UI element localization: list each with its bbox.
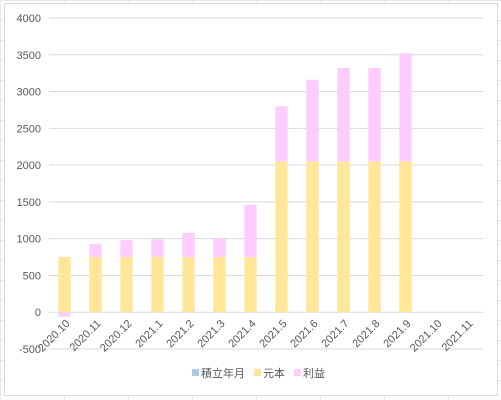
bar-segment bbox=[58, 257, 71, 313]
bar-segment bbox=[120, 240, 133, 258]
x-tick-label: 2021.11 bbox=[440, 318, 476, 354]
bar-segment bbox=[213, 257, 226, 313]
legend-swatch bbox=[294, 369, 301, 376]
chart-area[interactable]: -500 0 500 1000 1500 2000 2500 3000 3500 4000 202… bbox=[4, 3, 498, 396]
x-tick-label: 2021.5 bbox=[257, 318, 289, 350]
bar-segment bbox=[306, 79, 319, 162]
legend-swatch bbox=[254, 369, 261, 376]
x-tick-label: 2021.7 bbox=[319, 318, 351, 350]
y-tick-label: 4000 bbox=[17, 13, 41, 25]
x-tick-label: 2020.11 bbox=[68, 318, 104, 354]
y-tick-label: 2500 bbox=[17, 123, 41, 135]
y-axis-tick-labels: -500 0 500 1000 1500 2000 2500 3000 3500 4000 bbox=[17, 13, 41, 356]
y-tick-label: 1000 bbox=[17, 234, 41, 246]
x-tick-label: 2021.1 bbox=[133, 318, 165, 350]
bar-segment bbox=[89, 243, 102, 258]
bar-segment bbox=[275, 106, 288, 162]
legend-label: 利益 bbox=[303, 366, 325, 380]
x-tick-label: 2021.8 bbox=[350, 318, 382, 350]
y-tick-label: 1500 bbox=[17, 197, 41, 209]
x-tick-label: 2021.2 bbox=[164, 318, 196, 350]
x-tick-label: 2021.3 bbox=[195, 318, 227, 350]
y-tick-label: 0 bbox=[35, 307, 41, 319]
bars bbox=[58, 53, 412, 317]
bar-segment bbox=[151, 239, 164, 258]
bar-segment bbox=[337, 161, 350, 313]
bar-segment bbox=[244, 204, 257, 258]
legend[interactable]: 積立年月 元本 利益 bbox=[192, 366, 325, 380]
y-tick-label: 3000 bbox=[17, 87, 41, 99]
bar-segment bbox=[244, 257, 257, 313]
bar-segment bbox=[151, 257, 164, 313]
bar-segment bbox=[399, 161, 412, 313]
gridlines bbox=[49, 17, 483, 350]
y-tick-label: 3500 bbox=[17, 50, 41, 62]
bar-segment bbox=[399, 53, 412, 162]
bar-segment bbox=[58, 312, 71, 317]
bar-segment bbox=[89, 257, 102, 313]
bar-segment bbox=[120, 257, 133, 313]
legend-label: 元本 bbox=[263, 366, 285, 380]
y-tick-label: -500 bbox=[19, 344, 41, 356]
bar-segment bbox=[306, 161, 319, 313]
y-tick-label: 2000 bbox=[17, 160, 41, 172]
x-tick-label: 2021.6 bbox=[288, 318, 320, 350]
bar-segment bbox=[368, 68, 381, 162]
bar-segment bbox=[337, 68, 350, 162]
bar-segment bbox=[182, 257, 195, 313]
legend-label: 積立年月 bbox=[201, 366, 245, 380]
bar-segment bbox=[275, 161, 288, 313]
legend-swatch bbox=[192, 369, 199, 376]
bar-segment bbox=[182, 232, 195, 258]
x-tick-label: 2021.4 bbox=[226, 318, 258, 350]
bar-segment bbox=[213, 238, 226, 258]
bar-segment bbox=[368, 161, 381, 313]
stacked-bar-chart: -500 0 500 1000 1500 2000 2500 3000 3500 4000 202… bbox=[17, 13, 483, 380]
y-tick-label: 500 bbox=[23, 270, 41, 282]
